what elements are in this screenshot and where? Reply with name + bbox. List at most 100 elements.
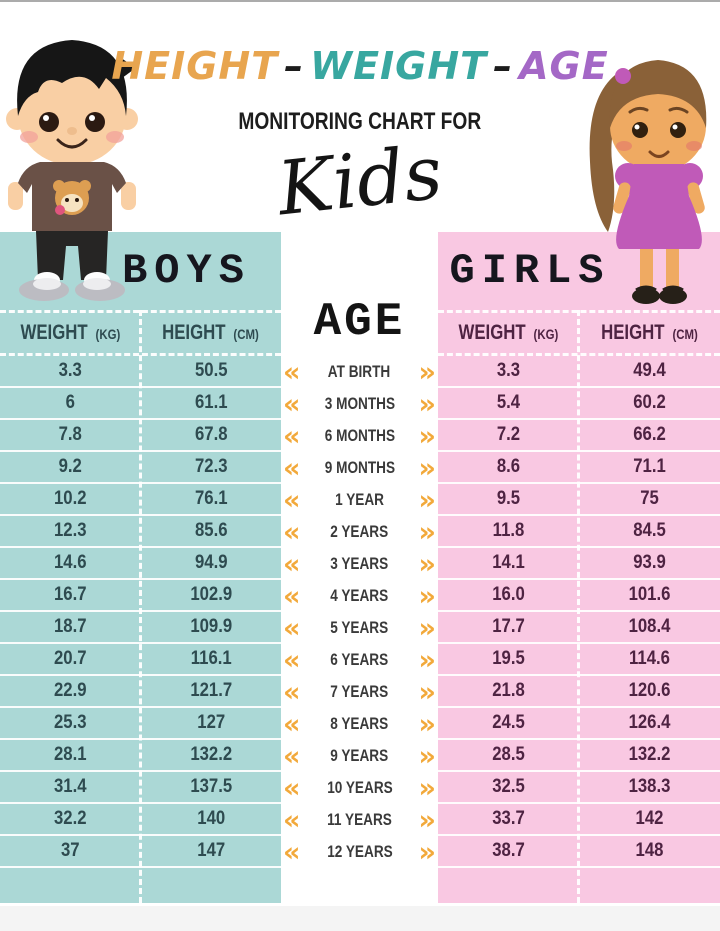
table-cell: 60.2 <box>633 392 666 413</box>
age-label: AT BIRTH <box>328 362 391 381</box>
age-label: 1 YEAR <box>335 490 384 509</box>
girls-weight-unit: (KG) <box>533 327 559 343</box>
boys-height-header: HEIGHT (CM) <box>141 313 282 353</box>
table-cell: 12.3 <box>53 520 87 541</box>
age-label: 9 YEARS <box>330 746 389 765</box>
table-cell: 71.1 <box>633 456 666 477</box>
table-cell: 9.2 <box>58 456 82 477</box>
table-cell: 32.2 <box>53 808 87 829</box>
table-cell: 101.6 <box>628 584 671 605</box>
table-cell: 67.8 <box>194 424 228 445</box>
table-cell: 17.7 <box>492 616 525 637</box>
table-cell: 24.5 <box>492 712 525 733</box>
table-cell: 140 <box>196 808 225 829</box>
boys-column-divider <box>138 310 142 903</box>
chevron-left-icon: « <box>283 644 301 676</box>
girls-column-divider <box>577 310 580 903</box>
chevron-left-icon: « <box>283 356 301 388</box>
age-heading: AGE <box>313 296 406 348</box>
table-cell: 108.4 <box>628 616 671 637</box>
table-cell: 61.1 <box>194 392 228 413</box>
chevron-right-icon: » <box>418 708 436 740</box>
table-cell: 132.2 <box>189 744 232 765</box>
boys-height-unit: (CM) <box>233 327 260 343</box>
table-cell: 31.4 <box>53 776 87 797</box>
age-label: 6 YEARS <box>330 650 389 669</box>
table-cell: 84.5 <box>633 520 666 541</box>
age-label: 8 YEARS <box>330 714 389 733</box>
chevron-left-icon: « <box>283 484 301 516</box>
table-cell: 109.9 <box>189 616 232 637</box>
age-label: 7 YEARS <box>330 682 389 701</box>
chevron-left-icon: « <box>283 836 301 868</box>
age-row: « 3 YEARS » <box>281 548 438 580</box>
girl-illustration <box>589 60 707 304</box>
table-cell: 22.9 <box>53 680 87 701</box>
table-cell: 16.0 <box>492 584 525 605</box>
age-row: « 4 YEARS » <box>281 580 438 612</box>
table-cell: 7.8 <box>58 424 82 445</box>
page-subtitle: MONITORING CHART FOR <box>160 108 560 136</box>
boys-weight-header: WEIGHT (KG) <box>0 313 141 353</box>
top-border-line <box>0 0 720 2</box>
table-cell: 11.8 <box>492 520 525 541</box>
girls-weight-header: WEIGHT (KG) <box>438 313 579 353</box>
age-row: « 6 YEARS » <box>281 644 438 676</box>
table-cell: 37 <box>60 840 80 861</box>
table-cell: 18.7 <box>53 616 87 637</box>
table-cell: 38.7 <box>492 840 525 861</box>
bottom-margin-strip <box>0 906 720 931</box>
age-row: « 3 MONTHS » <box>281 388 438 420</box>
age-list: « AT BIRTH » « 3 MONTHS » « 6 MONTHS » « 9 MONTHS »… <box>281 356 438 868</box>
boys-weight-header-label: WEIGHT <box>20 321 88 344</box>
chevron-left-icon: « <box>283 548 301 580</box>
age-row: « 9 YEARS » <box>281 740 438 772</box>
table-cell: 147 <box>196 840 225 861</box>
age-label: 5 YEARS <box>330 618 389 637</box>
chevron-right-icon: » <box>418 644 436 676</box>
chevron-left-icon: « <box>283 612 301 644</box>
girls-height-header: HEIGHT (CM) <box>579 313 720 353</box>
table-cell: 102.9 <box>189 584 232 605</box>
table-cell: 66.2 <box>633 424 666 445</box>
title-word: WEIGHT <box>310 44 488 88</box>
chevron-left-icon: « <box>283 388 301 420</box>
chevron-right-icon: » <box>418 836 436 868</box>
table-cell: 10.2 <box>53 488 87 509</box>
girls-weight-header-label: WEIGHT <box>458 321 526 344</box>
age-row: « 1 YEAR » <box>281 484 438 516</box>
age-label: 11 YEARS <box>327 810 392 829</box>
chevron-right-icon: » <box>418 740 436 772</box>
boy-illustration <box>6 40 138 301</box>
title-word: HEIGHT <box>111 44 279 88</box>
table-cell: 20.7 <box>53 648 87 669</box>
table-cell: 21.8 <box>492 680 525 701</box>
age-label: 10 YEARS <box>326 778 393 797</box>
chevron-right-icon: » <box>418 772 436 804</box>
chevron-right-icon: » <box>418 580 436 612</box>
age-row: « 12 YEARS » <box>281 836 438 868</box>
table-cell: 85.6 <box>194 520 228 541</box>
age-label: 12 YEARS <box>326 842 393 861</box>
chevron-left-icon: « <box>283 708 301 740</box>
boys-weight-unit: (KG) <box>95 327 121 343</box>
table-cell: 19.5 <box>492 648 525 669</box>
table-cell: 132.2 <box>628 744 671 765</box>
table-cell: 76.1 <box>194 488 228 509</box>
table-cell: 72.3 <box>194 456 228 477</box>
table-cell: 121.7 <box>189 680 232 701</box>
table-cell: 5.4 <box>496 392 521 413</box>
table-cell: 142 <box>635 808 664 829</box>
chevron-left-icon: « <box>283 772 301 804</box>
chevron-right-icon: » <box>418 516 436 548</box>
girls-height-header-label: HEIGHT <box>601 321 665 344</box>
chevron-right-icon: » <box>418 676 436 708</box>
table-cell: 33.7 <box>492 808 525 829</box>
girls-height-unit: (CM) <box>672 327 698 343</box>
table-cell: 93.9 <box>633 552 666 573</box>
chevron-left-icon: « <box>283 420 301 452</box>
age-label: 3 MONTHS <box>324 394 395 413</box>
age-label: 9 MONTHS <box>324 458 395 477</box>
table-cell: 25.3 <box>53 712 87 733</box>
